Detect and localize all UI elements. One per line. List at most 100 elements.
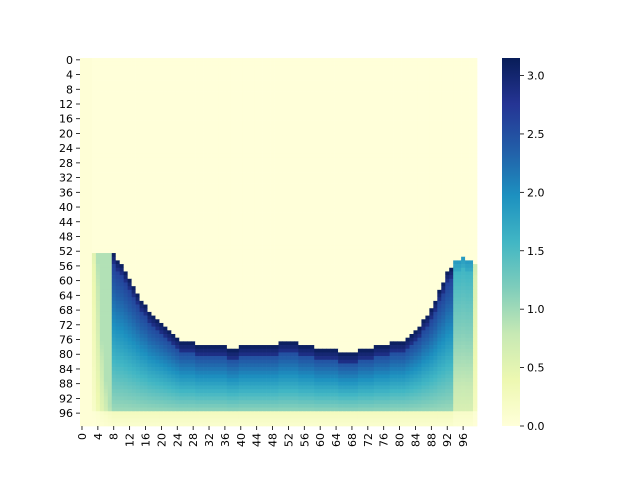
heatmap-cell [167, 201, 172, 206]
heatmap-cell [171, 94, 176, 99]
heatmap-cell [365, 58, 371, 63]
heatmap-cell [365, 194, 371, 199]
heatmap-cell [373, 219, 379, 224]
heatmap-cell [191, 164, 196, 169]
heatmap-cell [151, 197, 156, 202]
heatmap-cell [111, 94, 117, 99]
heatmap-cell [266, 105, 271, 110]
heatmap-cell [83, 98, 89, 103]
heatmap-cell [473, 131, 478, 136]
heatmap-cell [191, 80, 196, 85]
heatmap-cell [377, 138, 383, 143]
heatmap-cell [258, 113, 263, 118]
heatmap-cell [314, 190, 319, 195]
heatmap-cell [413, 212, 418, 217]
heatmap-cell [349, 157, 355, 162]
heatmap-cell [99, 153, 105, 158]
heatmap-cell [294, 164, 299, 169]
heatmap-cell [107, 61, 113, 66]
heatmap-cell [139, 105, 144, 110]
heatmap-cell [278, 201, 283, 206]
heatmap-cell [310, 190, 315, 195]
heatmap-cell [294, 72, 299, 77]
heatmap-cell [123, 135, 128, 140]
heatmap-cell [135, 161, 140, 166]
heatmap-cell [207, 230, 212, 235]
heatmap-cell [95, 227, 101, 232]
heatmap-cell [377, 102, 383, 107]
heatmap-cell [461, 161, 466, 166]
heatmap-cell [226, 69, 232, 74]
heatmap-cell [381, 190, 387, 195]
heatmap-cell [298, 146, 303, 151]
heatmap-cell [357, 172, 363, 177]
heatmap-cell [445, 172, 450, 177]
heatmap-cell [445, 212, 450, 217]
heatmap-cell [405, 124, 410, 129]
heatmap-cell [234, 113, 240, 118]
heatmap-cell [413, 94, 418, 99]
heatmap-cell [266, 76, 271, 81]
heatmap-cell [230, 142, 236, 147]
heatmap-cell [314, 61, 319, 66]
heatmap-cell [306, 116, 311, 121]
heatmap-cell [318, 120, 323, 125]
heatmap-cell [199, 72, 204, 77]
heatmap-cell [397, 146, 402, 151]
heatmap-cell [230, 69, 236, 74]
heatmap-cell [413, 91, 418, 96]
heatmap-cell [171, 142, 176, 147]
heatmap-cell [103, 131, 109, 136]
heatmap-cell [377, 164, 383, 169]
heatmap-cell [409, 216, 414, 221]
heatmap-cell [107, 120, 113, 125]
heatmap-cell [342, 212, 347, 217]
heatmap-cell [131, 124, 136, 129]
heatmap-cell [330, 87, 335, 92]
heatmap-cell [437, 98, 442, 103]
heatmap-cell [310, 120, 315, 125]
heatmap-cell [318, 234, 323, 239]
heatmap-cell [250, 234, 256, 239]
heatmap-cell [242, 83, 248, 88]
heatmap-cell [123, 150, 128, 155]
heatmap-cell [457, 153, 462, 158]
heatmap-cell [214, 120, 220, 125]
heatmap-cell [401, 212, 406, 217]
heatmap-cell [421, 80, 426, 85]
heatmap-cell [461, 227, 466, 232]
heatmap-cell [262, 138, 267, 143]
heatmap-cell [425, 72, 430, 77]
heatmap-cell [326, 153, 331, 158]
heatmap-cell [214, 175, 220, 180]
heatmap-cell [234, 157, 240, 162]
heatmap-cell [345, 223, 351, 228]
heatmap-cell [429, 153, 434, 158]
heatmap-cell [425, 80, 430, 85]
heatmap-cell [234, 131, 240, 136]
heatmap-cell [139, 87, 144, 92]
heatmap-cell [214, 113, 220, 118]
heatmap-cell [397, 135, 402, 140]
heatmap-cell [449, 238, 454, 243]
heatmap-cell [230, 102, 236, 107]
heatmap-cell [266, 98, 271, 103]
heatmap-cell [306, 138, 311, 143]
heatmap-cell [302, 135, 307, 140]
heatmap-cell [159, 183, 164, 188]
heatmap-cell [250, 197, 256, 202]
heatmap-cell [199, 197, 204, 202]
heatmap-cell [342, 135, 347, 140]
heatmap-cell [139, 161, 144, 166]
heatmap-cell [389, 105, 394, 110]
heatmap-cell [171, 138, 176, 143]
heatmap-cell [405, 87, 410, 92]
heatmap-cell [278, 76, 283, 81]
heatmap-cell [338, 98, 343, 103]
heatmap-cell [441, 183, 446, 188]
heatmap-cell [433, 164, 438, 169]
heatmap-cell [417, 194, 422, 199]
heatmap-cell [139, 234, 144, 239]
heatmap-cell [143, 76, 148, 81]
heatmap-cell [373, 146, 379, 151]
